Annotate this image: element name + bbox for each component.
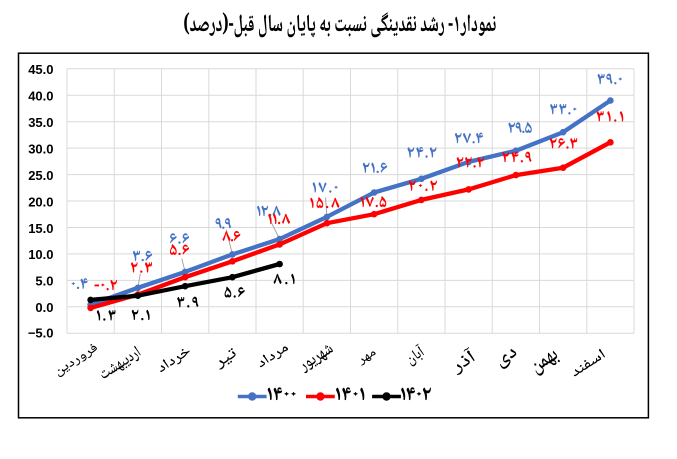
svg-text:25.0: 25.0	[28, 168, 53, 183]
svg-text:5.0: 5.0	[35, 274, 53, 289]
svg-text:15.0: 15.0	[28, 221, 53, 236]
svg-text:35.0: 35.0	[28, 115, 53, 130]
svg-text:30.0: 30.0	[28, 141, 53, 156]
svg-text:45.0: 45.0	[28, 62, 53, 77]
svg-text:−5.0: −5.0	[28, 326, 54, 341]
svg-text:10.0: 10.0	[28, 247, 53, 262]
svg-text:40.0: 40.0	[28, 89, 53, 104]
svg-text:0.0: 0.0	[35, 300, 53, 315]
svg-text:20.0: 20.0	[28, 194, 53, 209]
